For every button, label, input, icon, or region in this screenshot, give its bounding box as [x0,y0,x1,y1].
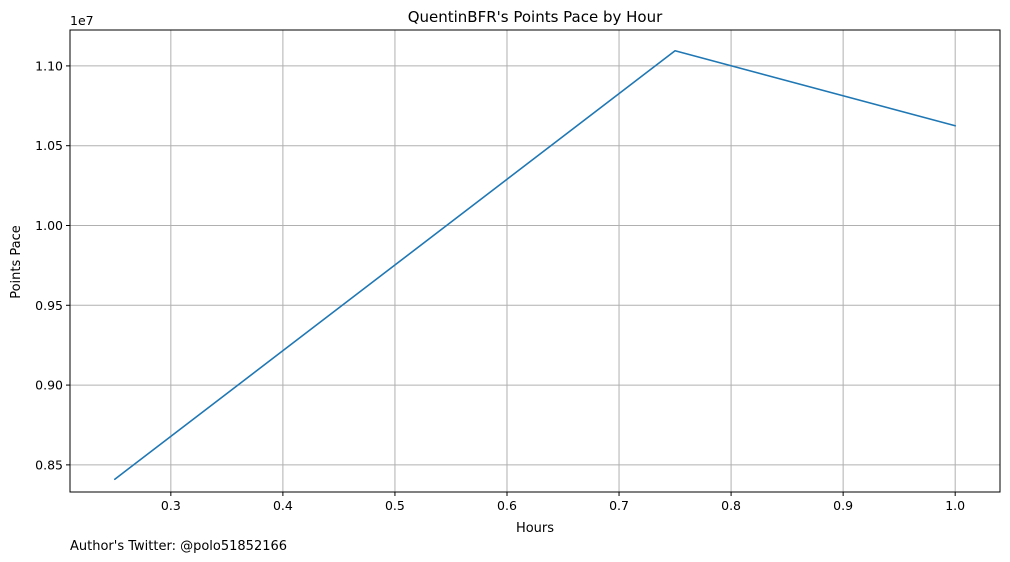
author-footnote: Author's Twitter: @polo51852166 [70,539,287,554]
y-tick-label: 1.05 [35,138,63,153]
chart-title: QuentinBFR's Points Pace by Hour [408,8,663,26]
series-line [114,49,956,481]
x-axis-label: Hours [516,521,554,536]
y-tick-label: 0.95 [35,298,63,313]
y-tick-label: 0.90 [35,378,63,393]
y-tick-label: 1.10 [35,58,63,73]
x-tick-label: 0.8 [721,498,741,513]
grid-lines [70,30,1000,492]
y-tick-label: 0.85 [35,457,63,472]
y-offset-label: 1e7 [70,13,94,28]
x-tick-label: 0.4 [273,498,293,513]
y-ticks: 0.85 0.90 0.95 1.00 1.05 1.10 [35,58,70,472]
x-ticks: 0.3 0.4 0.5 0.6 0.7 0.8 0.9 1.0 [161,492,965,513]
x-tick-label: 0.6 [497,498,517,513]
x-tick-label: 0.9 [833,498,853,513]
series-layer [114,49,956,481]
y-axis-label: Points Pace [9,225,24,299]
x-tick-label: 1.0 [945,498,965,513]
x-tick-label: 0.3 [161,498,181,513]
y-tick-label: 1.00 [35,218,63,233]
x-tick-label: 0.7 [609,498,629,513]
x-tick-label: 0.5 [385,498,405,513]
plot-frame [69,29,1001,493]
